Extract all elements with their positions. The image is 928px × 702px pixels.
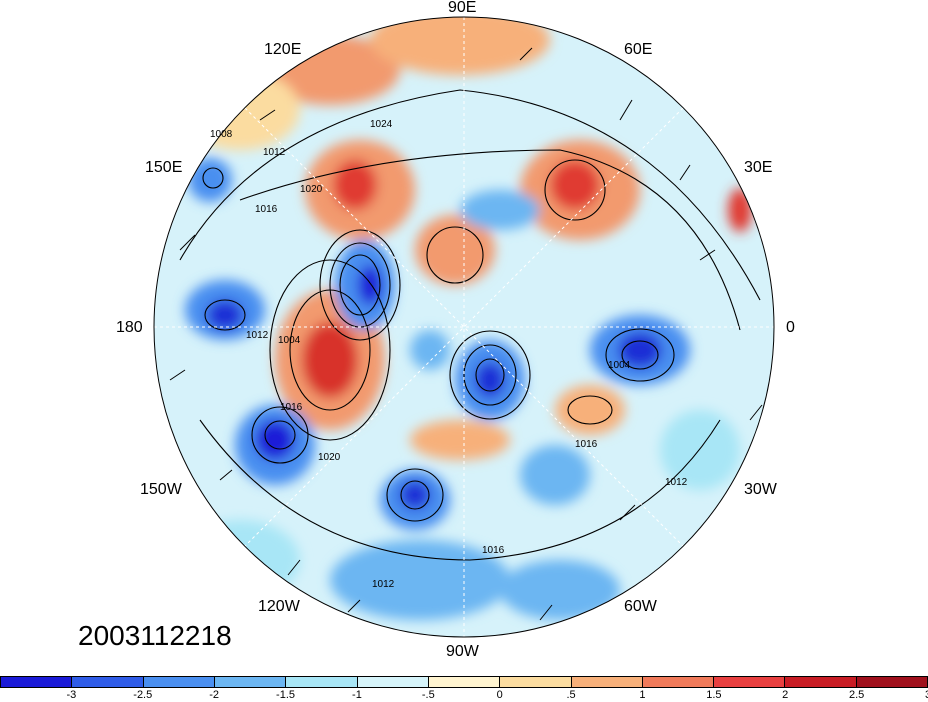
lon-label-0: 0 bbox=[786, 319, 795, 336]
lon-label-90w: 90W bbox=[446, 643, 479, 660]
colorbar-tick-label: -1 bbox=[352, 689, 362, 701]
colorbar bbox=[0, 676, 928, 688]
isobar-label: 1016 bbox=[575, 439, 598, 450]
lon-label-150w: 150W bbox=[140, 481, 182, 498]
colorbar-swatch bbox=[214, 677, 287, 687]
colorbar-tick-label: -.5 bbox=[421, 689, 435, 701]
isobar-label: 1004 bbox=[608, 360, 631, 371]
isobar-label: 1004 bbox=[278, 335, 301, 346]
colorbar-swatch bbox=[714, 677, 786, 687]
isobar-label: 1012 bbox=[372, 579, 395, 590]
colorbar-swatch bbox=[286, 677, 358, 687]
isobar-label: 1012 bbox=[246, 330, 269, 341]
isobar-label: 1020 bbox=[318, 452, 341, 463]
colorbar-tick-label: -1.5 bbox=[276, 689, 296, 701]
isobar-labels: 1008 1012 1016 1020 1024 1004 1016 1012 1016 1012… bbox=[210, 119, 688, 590]
colorbar-tick-label: 0 bbox=[496, 689, 503, 701]
colorbar-tick-label: 2 bbox=[782, 689, 789, 701]
colorbar-swatch bbox=[642, 677, 715, 687]
colorbar-tick-label: 2.5 bbox=[848, 689, 865, 701]
lon-label-120e: 120E bbox=[264, 41, 302, 58]
colorbar-swatch bbox=[1, 677, 73, 687]
lon-label-60w: 60W bbox=[624, 598, 657, 615]
isobars bbox=[179, 89, 761, 561]
timestamp-label: 2003112218 bbox=[78, 620, 232, 651]
colorbar-tick-label: -2.5 bbox=[133, 689, 153, 701]
colorbar-swatch bbox=[571, 677, 643, 687]
lon-label-120w: 120W bbox=[258, 598, 300, 615]
isobar-label: 1016 bbox=[255, 204, 278, 215]
isobar-label: 1016 bbox=[482, 545, 505, 556]
lon-label-150e: 150E bbox=[145, 159, 183, 176]
anomaly-field bbox=[154, 17, 774, 637]
colorbar-swatch bbox=[143, 677, 215, 687]
colorbar-swatch bbox=[357, 677, 429, 687]
map-boundary bbox=[153, 16, 775, 638]
isobar-label: 1012 bbox=[665, 477, 688, 488]
colorbar-tick-label: 1 bbox=[639, 689, 646, 701]
lon-label-90e: 90E bbox=[448, 0, 477, 16]
colorbar-swatch bbox=[856, 677, 928, 687]
lon-label-60e: 60E bbox=[624, 41, 653, 58]
isobar-label: 1008 bbox=[210, 129, 233, 140]
isobar-label: 1016 bbox=[280, 402, 303, 413]
colorbar-swatch bbox=[72, 677, 144, 687]
lon-label-180: 180 bbox=[116, 319, 143, 336]
colorbar-swatch bbox=[428, 677, 501, 687]
isobar-label: 1024 bbox=[370, 119, 393, 130]
colorbar-swatch bbox=[785, 677, 857, 687]
colorbar-tick-label: -3 bbox=[66, 689, 77, 701]
colorbar-tick-label: 1.5 bbox=[706, 689, 722, 701]
lon-label-30w: 30W bbox=[744, 481, 777, 498]
colorbar-tick-label: .5 bbox=[566, 689, 576, 701]
graticule bbox=[154, 17, 774, 637]
isobar-label: 1012 bbox=[263, 147, 286, 158]
colorbar-tick-label: 3 bbox=[925, 689, 928, 701]
colorbar-tick-label: -2 bbox=[209, 689, 220, 701]
isobar-label: 1020 bbox=[300, 184, 323, 195]
colorbar-swatch bbox=[500, 677, 572, 687]
lon-label-30e: 30E bbox=[744, 159, 773, 176]
